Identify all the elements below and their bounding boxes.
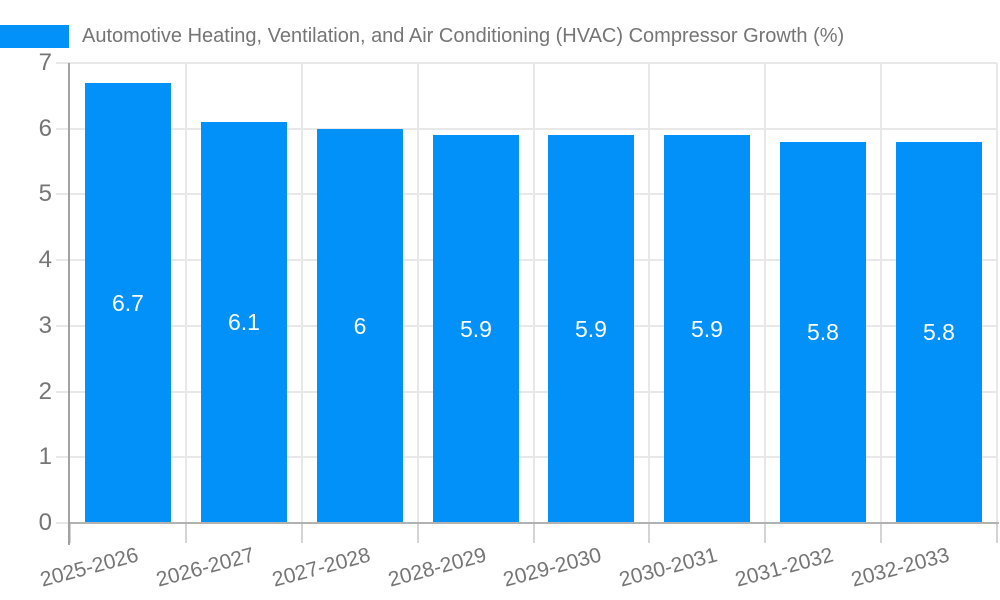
bar-value-label: 6.7 <box>112 289 144 316</box>
y-axis-line <box>68 63 70 545</box>
x-gridline <box>301 63 303 523</box>
bar-value-label: 5.9 <box>691 315 723 342</box>
x-tick-mark <box>648 523 650 543</box>
x-tick-mark <box>185 523 187 543</box>
bar[interactable] <box>433 135 519 523</box>
x-gridline <box>185 63 187 523</box>
y-tick-mark <box>56 391 70 393</box>
y-axis-tick-label: 3 <box>38 312 52 339</box>
x-tick-mark <box>880 523 882 543</box>
bar[interactable] <box>201 122 287 523</box>
x-gridline <box>764 63 766 523</box>
y-axis-tick-label: 6 <box>38 115 52 142</box>
y-tick-mark <box>56 193 70 195</box>
x-tick-mark <box>533 523 535 543</box>
bar-value-label: 5.8 <box>807 319 839 345</box>
x-tick-mark <box>301 523 303 543</box>
y-tick-mark <box>56 259 70 261</box>
x-tick-mark <box>69 523 71 543</box>
chart-title: Automotive Heating, Ventilation, and Air… <box>82 25 845 47</box>
y-tick-mark <box>56 522 70 524</box>
bar[interactable] <box>664 135 750 523</box>
legend-swatch[interactable] <box>0 25 69 48</box>
y-axis-tick-label: 4 <box>38 246 52 273</box>
bar[interactable] <box>85 83 171 523</box>
x-tick-mark <box>417 523 419 543</box>
bar-value-label: 6 <box>353 312 367 339</box>
bar[interactable] <box>896 142 982 523</box>
y-axis-tick-label: 5 <box>38 180 52 207</box>
y-axis-tick-label: 2 <box>38 378 52 405</box>
bar[interactable] <box>548 135 634 523</box>
y-axis-tick-label: 7 <box>38 49 52 76</box>
legend: Automotive Heating, Ventilation, and Air… <box>0 0 1000 55</box>
y-axis-tick-label: 1 <box>38 443 52 470</box>
x-gridline <box>533 63 535 523</box>
bar-value-label: 5.9 <box>460 315 492 342</box>
y-tick-mark <box>56 456 70 458</box>
x-gridline <box>417 63 419 523</box>
y-tick-mark <box>56 62 70 64</box>
y-tick-mark <box>56 128 70 130</box>
x-gridline <box>880 63 882 523</box>
x-axis-line <box>68 522 999 524</box>
bar-value-label: 5.8 <box>923 319 955 345</box>
x-tick-mark <box>764 523 766 543</box>
y-tick-mark <box>56 325 70 327</box>
x-gridline <box>648 63 650 523</box>
bar[interactable] <box>317 129 403 523</box>
bar-value-label: 6.1 <box>228 309 260 335</box>
bar-value-label: 5.9 <box>575 315 607 342</box>
x-gridline <box>996 63 998 523</box>
y-axis-tick-label: 0 <box>38 509 52 536</box>
bar[interactable] <box>780 142 866 523</box>
x-tick-mark <box>996 523 998 543</box>
